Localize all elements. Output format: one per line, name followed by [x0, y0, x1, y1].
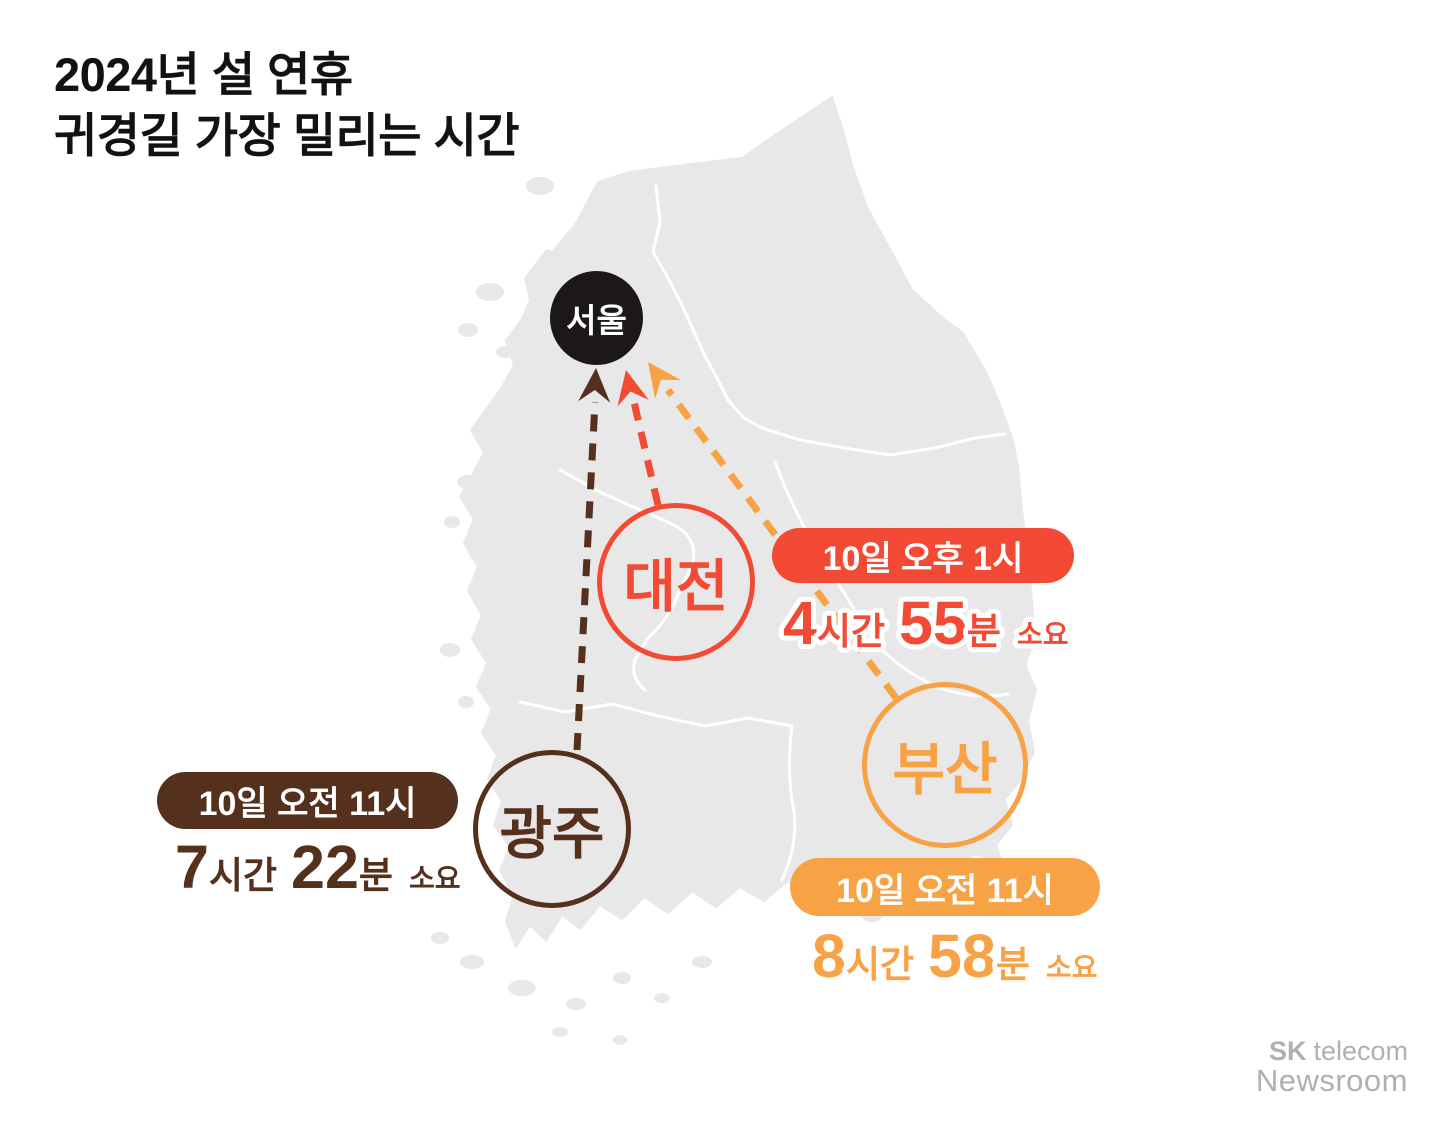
telecom-logo-text: telecom [1313, 1036, 1408, 1066]
daejeon-circle-label: 대전 [623, 555, 729, 619]
seoul-marker-label: 서울 [566, 302, 627, 339]
gwangju-circle: 광주 [473, 750, 631, 908]
busan-duration-text: 8시간 58분 소요 [812, 922, 1097, 990]
busan-circle-label: 부산 [892, 738, 998, 802]
daejeon-time-badge-label: 10일 오후 1시 [822, 540, 1024, 578]
daejeon-time-badge: 10일 오후 1시 [772, 528, 1074, 583]
sk-logo-bold: SK [1268, 1036, 1307, 1066]
arrowhead-orange-icon [648, 362, 681, 399]
route-arrow-daejeon-to-seoul [617, 370, 662, 506]
gwangju-duration-text: 7시간 22분 소요 [175, 833, 460, 901]
gwangju-time-badge: 10일 오전 11시 [157, 772, 458, 829]
newsroom-logo-text: Newsroom [1255, 1063, 1408, 1098]
busan-time-badge-label: 10일 오전 11시 [836, 871, 1054, 910]
map-islands [431, 177, 924, 1045]
gwangju-circle-label: 광주 [499, 802, 605, 866]
daejeon-duration-text: 4시간 55분 소요 [783, 589, 1068, 657]
page-title-line2: 귀경길 가장 밀리는 시간 [54, 109, 520, 162]
arrowhead-red-icon [617, 370, 649, 407]
page-title-line1: 2024년 설 연휴 [54, 48, 353, 101]
arrowhead-brown-icon [578, 368, 611, 403]
daejeon-circle: 대전 [597, 503, 755, 661]
sk-telecom-logo-line: SK telecom [1256, 1036, 1408, 1066]
busan-time-badge: 10일 오전 11시 [790, 858, 1100, 916]
busan-circle: 부산 [862, 682, 1028, 848]
sk-telecom-newsroom-logo: SK telecom Newsroom [1256, 1036, 1408, 1096]
seoul-marker: 서울 [550, 271, 643, 365]
gwangju-time-badge-label: 10일 오전 11시 [198, 785, 417, 823]
route-arrow-gwangju-to-seoul [573, 368, 611, 751]
route-arrow-busan-to-seoul [648, 362, 899, 701]
page-title: 2024년 설 연휴 귀경길 가장 밀리는 시간 [54, 44, 520, 166]
